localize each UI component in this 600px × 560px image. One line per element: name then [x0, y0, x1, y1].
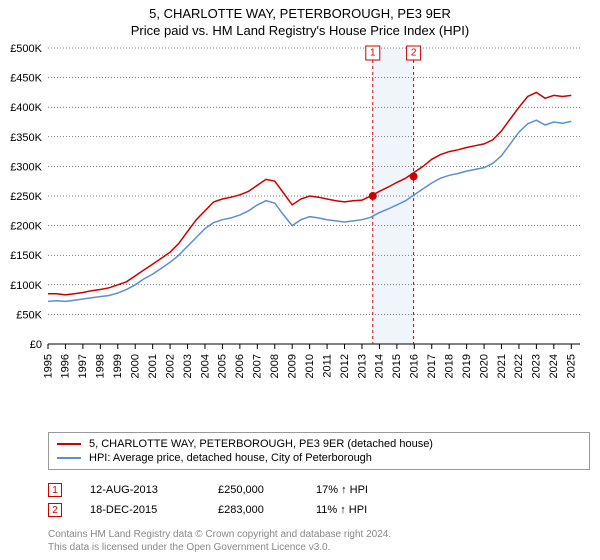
- transaction-row: 1 12-AUG-2013 £250,000 17% ↑ HPI: [48, 480, 590, 500]
- x-tick-label: 2003: [182, 354, 194, 378]
- x-tick-label: 2002: [164, 354, 176, 378]
- x-tick-label: 1999: [112, 354, 124, 378]
- title-block: 5, CHARLOTTE WAY, PETERBOROUGH, PE3 9ER …: [0, 0, 600, 40]
- y-tick-label: £200K: [10, 221, 42, 233]
- x-tick-label: 2017: [426, 354, 438, 378]
- y-tick-label: £500K: [10, 43, 42, 55]
- x-tick-label: 1996: [60, 354, 72, 378]
- transaction-diff: 11% ↑ HPI: [316, 504, 406, 516]
- transaction-marker-1: 1: [48, 483, 62, 497]
- line-chart: £0£50K£100K£150K£200K£250K£300K£350K£400…: [48, 44, 590, 388]
- title-main: 5, CHARLOTTE WAY, PETERBOROUGH, PE3 9ER: [0, 6, 600, 23]
- y-tick-label: £150K: [10, 250, 42, 262]
- y-tick-label: £250K: [10, 191, 42, 203]
- series-property: [48, 92, 571, 295]
- y-tick-label: £100K: [10, 280, 42, 292]
- legend-row-hpi: HPI: Average price, detached house, City…: [57, 451, 581, 465]
- transaction-marker-num: 1: [370, 48, 376, 59]
- footer-line-1: Contains HM Land Registry data © Crown c…: [48, 528, 590, 541]
- y-tick-label: £0: [30, 339, 42, 351]
- transaction-marker-2: 2: [48, 503, 62, 517]
- x-tick-label: 2005: [217, 354, 229, 378]
- y-tick-label: £400K: [10, 102, 42, 114]
- x-tick-label: 2022: [513, 354, 525, 378]
- x-tick-label: 2004: [199, 354, 211, 378]
- transaction-table: 1 12-AUG-2013 £250,000 17% ↑ HPI 2 18-DE…: [48, 480, 590, 520]
- legend-series: 5, CHARLOTTE WAY, PETERBOROUGH, PE3 9ER …: [48, 432, 590, 470]
- transaction-date: 12-AUG-2013: [90, 484, 190, 496]
- footer-text: Contains HM Land Registry data © Crown c…: [48, 528, 590, 554]
- x-tick-label: 2014: [374, 354, 386, 378]
- x-tick-label: 2008: [269, 354, 281, 378]
- x-tick-label: 2025: [566, 354, 578, 378]
- x-tick-label: 2023: [531, 354, 543, 378]
- transaction-date: 18-DEC-2015: [90, 504, 190, 516]
- y-tick-label: £50K: [16, 309, 42, 321]
- x-tick-label: 1998: [95, 354, 107, 378]
- x-tick-label: 2010: [304, 354, 316, 378]
- x-tick-label: 2013: [356, 354, 368, 378]
- x-tick-label: 2000: [130, 354, 142, 378]
- x-tick-label: 2016: [409, 354, 421, 378]
- legend-row-property: 5, CHARLOTTE WAY, PETERBOROUGH, PE3 9ER …: [57, 437, 581, 451]
- legend-label-hpi: HPI: Average price, detached house, City…: [89, 452, 372, 464]
- x-tick-label: 2015: [391, 354, 403, 378]
- footer-line-2: This data is licensed under the Open Gov…: [48, 541, 590, 554]
- x-tick-label: 2001: [147, 354, 159, 378]
- y-tick-label: £350K: [10, 132, 42, 144]
- title-sub: Price paid vs. HM Land Registry's House …: [0, 23, 600, 40]
- transaction-row: 2 18-DEC-2015 £283,000 11% ↑ HPI: [48, 500, 590, 520]
- x-tick-label: 2019: [461, 354, 473, 378]
- transaction-marker-num: 2: [411, 48, 417, 59]
- x-tick-label: 2006: [234, 354, 246, 378]
- x-tick-label: 2018: [443, 354, 455, 378]
- x-tick-label: 2021: [496, 354, 508, 378]
- legend-swatch-hpi: [57, 457, 81, 459]
- series-hpi: [48, 120, 571, 301]
- legend-box: 5, CHARLOTTE WAY, PETERBOROUGH, PE3 9ER …: [48, 432, 590, 554]
- transaction-diff: 17% ↑ HPI: [316, 484, 406, 496]
- x-tick-label: 2007: [252, 354, 264, 378]
- legend-label-property: 5, CHARLOTTE WAY, PETERBOROUGH, PE3 9ER …: [89, 438, 433, 450]
- x-tick-label: 1995: [42, 354, 54, 378]
- x-tick-label: 1997: [77, 354, 89, 378]
- y-tick-label: £450K: [10, 73, 42, 85]
- x-tick-label: 2020: [478, 354, 490, 378]
- x-tick-label: 2012: [339, 354, 351, 378]
- chart-svg: £0£50K£100K£150K£200K£250K£300K£350K£400…: [48, 44, 590, 388]
- transaction-price: £250,000: [218, 484, 288, 496]
- legend-swatch-property: [57, 443, 81, 445]
- y-tick-label: £300K: [10, 161, 42, 173]
- x-tick-label: 2024: [548, 354, 560, 378]
- x-tick-label: 2011: [321, 354, 333, 378]
- x-tick-label: 2009: [286, 354, 298, 378]
- transaction-price: £283,000: [218, 504, 288, 516]
